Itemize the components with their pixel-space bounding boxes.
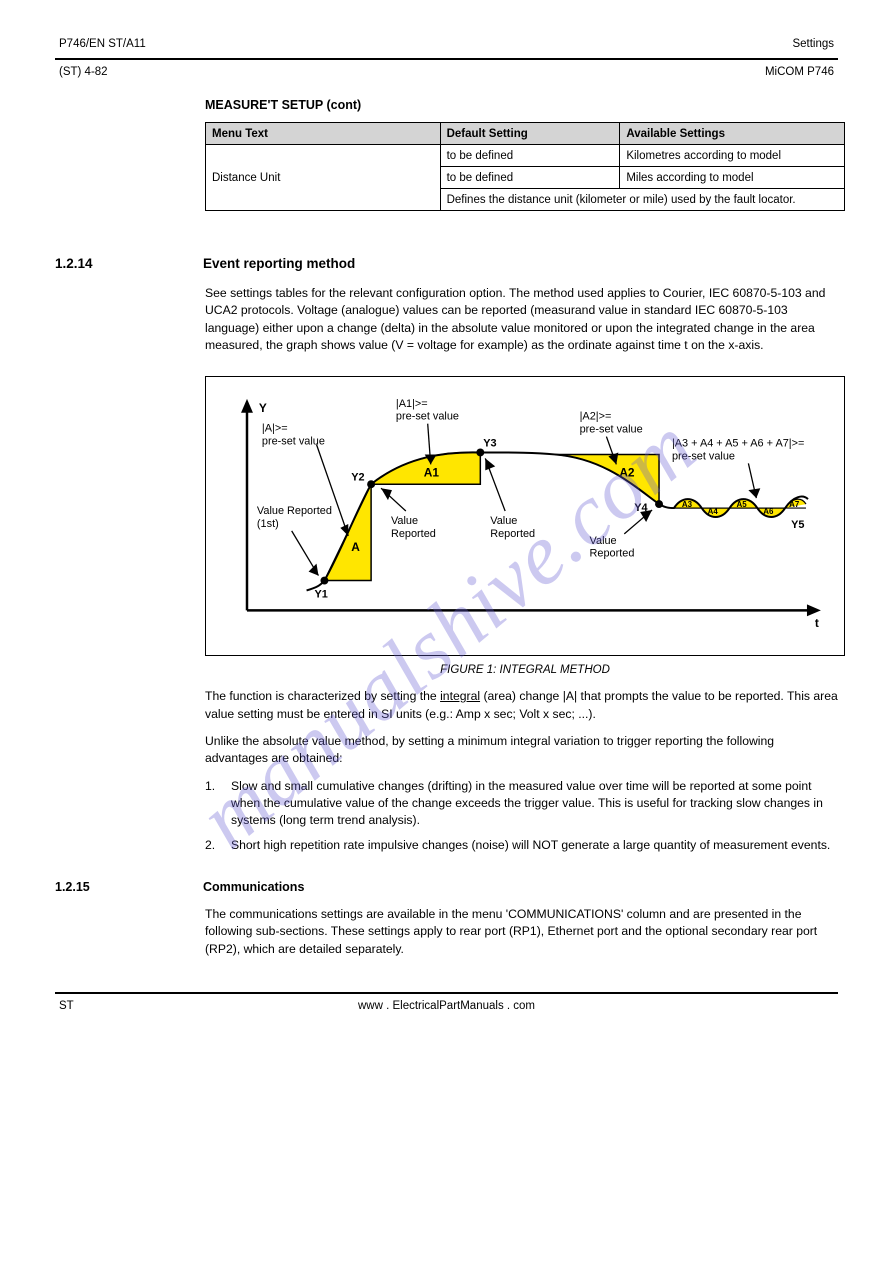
svg-text:Y5: Y5 — [791, 519, 804, 531]
svg-text:A5: A5 — [736, 500, 747, 509]
svg-text:Value: Value — [391, 515, 418, 527]
li2-num: 2. — [205, 837, 231, 854]
section2-body: The function is characterized by setting… — [205, 688, 838, 854]
header-right: Settings — [792, 38, 834, 50]
svg-text:(1st): (1st) — [257, 518, 279, 530]
figcap-text: INTEGRAL METHOD — [500, 664, 610, 676]
svg-text:A1: A1 — [424, 466, 440, 480]
th-available: Available Settings — [620, 123, 845, 145]
td-avail-1: Kilometres according to model — [620, 145, 845, 167]
section1-p1: See settings tables for the relevant con… — [205, 285, 838, 354]
svg-text:Value: Value — [590, 535, 617, 547]
s2-p1-ul: integral — [440, 689, 480, 703]
figure-integral-method: Y t Y1 Y2 Y3 — [205, 376, 845, 656]
svg-text:A7: A7 — [789, 500, 800, 509]
figure-caption: FIGURE 1: INTEGRAL METHOD — [205, 664, 845, 676]
svg-text:pre-set value: pre-set value — [396, 411, 459, 423]
list-item-1: 1. Slow and small cumulative changes (dr… — [205, 778, 838, 830]
footer-left: ST — [59, 1000, 259, 1012]
svg-text:Value: Value — [490, 515, 517, 527]
svg-text:A6: A6 — [763, 507, 774, 516]
header-sub: (ST) 4-82 MiCOM P746 — [59, 66, 834, 78]
svg-text:Value Reported: Value Reported — [257, 505, 332, 517]
svg-text:Reported: Reported — [590, 548, 635, 560]
section3-num: 1.2.15 — [55, 880, 203, 894]
section-1-2-15: 1.2.15Communications — [55, 880, 838, 894]
svg-text:A3: A3 — [682, 500, 693, 509]
section-num: 1.2.14 — [55, 256, 203, 271]
header-left: P746/EN ST/A11 — [59, 38, 146, 50]
section3-title: Communications — [203, 880, 304, 894]
table-title: MEASURE'T SETUP (cont) — [205, 98, 838, 112]
axis-y-label: Y — [259, 401, 267, 415]
s2-p1-lead: The function is characterized by setting… — [205, 689, 437, 703]
svg-text:pre-set value: pre-set value — [262, 436, 325, 448]
page-header: P746/EN ST/A11 Settings — [55, 38, 838, 56]
td-default-2: to be defined — [440, 167, 620, 189]
td-default-1: to be defined — [440, 145, 620, 167]
svg-text:|A2|>=: |A2|>= — [580, 411, 612, 423]
svg-text:|A1|>=: |A1|>= — [396, 398, 428, 410]
svg-text:Y3: Y3 — [483, 438, 496, 450]
header-right-label: Settings — [792, 38, 834, 50]
section3-p1: The communications settings are availabl… — [205, 906, 838, 958]
figure-wrap: Y t Y1 Y2 Y3 — [205, 376, 845, 676]
section-1-2-14: 1.2.14Event reporting method — [55, 256, 838, 271]
svg-text:A2: A2 — [619, 466, 635, 480]
li1-txt: Slow and small cumulative changes (drift… — [231, 778, 838, 830]
td-note: Defines the distance unit (kilometer or … — [440, 189, 844, 211]
settings-table: Menu Text Default Setting Available Sett… — [205, 122, 845, 211]
section3-body: The communications settings are availabl… — [205, 906, 838, 958]
header-sub-left: (ST) 4-82 — [59, 66, 108, 78]
section-title: Event reporting method — [203, 256, 355, 271]
th-menu-text: Menu Text — [206, 123, 441, 145]
footer-mid: www . ElectricalPartManuals . com — [259, 1000, 634, 1012]
section2-p1: The function is characterized by setting… — [205, 688, 838, 723]
figcap-num: FIGURE 1: — [440, 664, 496, 676]
section1-body: See settings tables for the relevant con… — [205, 285, 838, 354]
svg-text:A: A — [351, 540, 360, 554]
axis-t-label: t — [815, 617, 819, 631]
section2-p2: Unlike the absolute value method, by set… — [205, 733, 838, 768]
th-default: Default Setting — [440, 123, 620, 145]
svg-text:A4: A4 — [708, 507, 719, 516]
td-avail-2: Miles according to model — [620, 167, 845, 189]
li1-num: 1. — [205, 778, 231, 830]
svg-text:|A|>=: |A|>= — [262, 423, 288, 435]
td-distance-unit: Distance Unit — [206, 145, 441, 211]
header-rule — [55, 58, 838, 60]
svg-text:Y2: Y2 — [351, 472, 364, 484]
page-footer: ST www . ElectricalPartManuals . com — [55, 994, 838, 1012]
header-sub-right: MiCOM P746 — [765, 66, 834, 78]
svg-text:Reported: Reported — [490, 528, 535, 540]
svg-text:pre-set value: pre-set value — [580, 424, 643, 436]
footer-right — [634, 1000, 834, 1012]
svg-text:|A3 + A4 + A5 + A6 + A7|>=: |A3 + A4 + A5 + A6 + A7|>= — [672, 438, 804, 450]
li2-txt: Short high repetition rate impulsive cha… — [231, 837, 838, 854]
svg-text:pre-set value: pre-set value — [672, 451, 735, 463]
svg-text:Reported: Reported — [391, 528, 436, 540]
list-item-2: 2. Short high repetition rate impulsive … — [205, 837, 838, 854]
svg-text:Y1: Y1 — [315, 589, 328, 601]
